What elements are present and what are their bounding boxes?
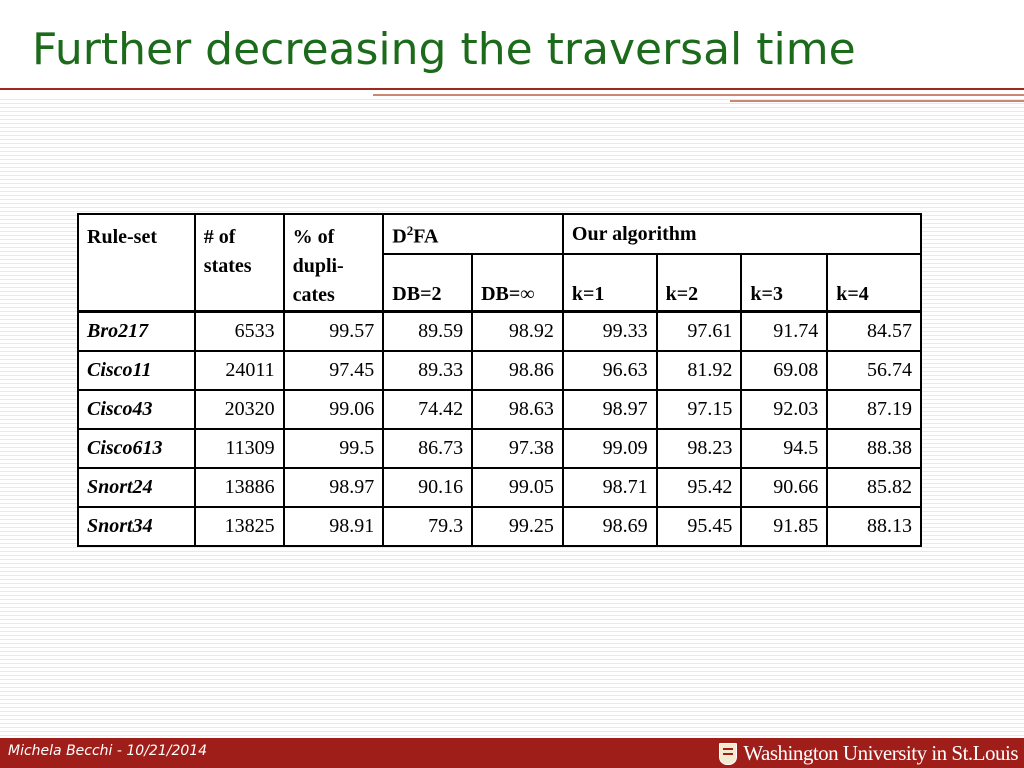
cell-k2: 98.23	[655, 428, 743, 469]
cell-states: 13825	[193, 506, 285, 547]
title-divider	[0, 88, 1024, 90]
cell-d2fa-db2: 74.42	[382, 389, 474, 430]
cell-d2fa-dbinf: 99.25	[471, 506, 564, 547]
table-row: Snort34 13825 98.91 79.3 99.25 98.69 95.…	[77, 506, 922, 547]
cell-states: 13886	[193, 467, 285, 508]
crest-icon	[719, 742, 738, 765]
cell-d2fa-db2: 89.33	[382, 350, 474, 391]
cell-d2fa-dbinf: 98.63	[471, 389, 564, 430]
cell-k4: 56.74	[826, 350, 922, 391]
cell-d2fa-dbinf: 98.92	[471, 310, 564, 352]
table-row: Cisco11 24011 97.45 89.33 98.86 96.63 81…	[77, 350, 922, 391]
subheader-k4: k=4	[826, 252, 922, 313]
cell-k2: 95.45	[655, 506, 743, 547]
cell-d2fa-db2: 90.16	[382, 467, 474, 508]
cell-k1: 98.69	[561, 506, 658, 547]
cell-k3: 94.5	[740, 428, 829, 469]
table-subheader-row: DB=2 DB=∞ k=1 k=2 k=3 k=4	[78, 252, 922, 313]
header-our-algorithm: Our algorithm	[561, 213, 923, 255]
cell-states: 11309	[193, 428, 285, 469]
subheader-db-infinity: DB=∞	[471, 252, 564, 313]
table-row: Cisco43 20320 99.06 74.42 98.63 98.97 97…	[77, 389, 922, 430]
header-d2fa: D2FA	[382, 213, 564, 255]
cell-k1: 99.09	[561, 428, 658, 469]
row-label: Bro217	[77, 310, 196, 352]
cell-duplicates: 97.45	[282, 350, 385, 391]
cell-d2fa-db2: 89.59	[382, 310, 474, 352]
title-divider-accent-short	[730, 100, 1024, 102]
university-name: Washington University in St.Louis	[743, 741, 1018, 765]
cell-duplicates: 98.97	[282, 467, 385, 508]
row-label: Snort24	[77, 467, 196, 508]
table-row: Cisco613 11309 99.5 86.73 97.38 99.09 98…	[77, 428, 922, 469]
cell-duplicates: 99.06	[282, 389, 385, 430]
cell-k1: 96.63	[561, 350, 658, 391]
row-label: Snort34	[77, 506, 196, 547]
table-row: Snort24 13886 98.97 90.16 99.05 98.71 95…	[77, 467, 922, 508]
title-divider-accent	[373, 94, 1024, 96]
subheader-db2: DB=2	[382, 252, 474, 313]
row-label: Cisco613	[77, 428, 196, 469]
cell-k2: 97.61	[655, 310, 743, 352]
cell-d2fa-dbinf: 99.05	[471, 467, 564, 508]
header-duplicates: % of dupli- cates	[282, 213, 385, 313]
cell-k4: 87.19	[826, 389, 922, 430]
cell-duplicates: 99.57	[282, 310, 385, 352]
cell-k3: 69.08	[740, 350, 829, 391]
header-ruleset: Rule-set	[77, 213, 196, 313]
cell-states: 6533	[193, 310, 285, 352]
cell-duplicates: 99.5	[282, 428, 385, 469]
subheader-k3: k=3	[740, 252, 829, 313]
cell-k3: 91.85	[740, 506, 829, 547]
cell-d2fa-db2: 86.73	[382, 428, 474, 469]
cell-k3: 91.74	[740, 310, 829, 352]
header-states: # of states	[193, 213, 285, 313]
slide-title: Further decreasing the traversal time	[32, 24, 856, 75]
cell-k4: 88.13	[826, 506, 922, 547]
cell-d2fa-db2: 79.3	[382, 506, 474, 547]
table-header-row: Rule-set # of states % of dupli- cates D…	[77, 213, 923, 313]
university-logo: Washington University in St.Louis	[719, 741, 1018, 766]
row-label: Cisco43	[77, 389, 196, 430]
cell-k2: 95.42	[655, 467, 743, 508]
cell-k2: 81.92	[655, 350, 743, 391]
cell-states: 24011	[193, 350, 285, 391]
subheader-k2: k=2	[655, 252, 743, 313]
row-label: Cisco11	[77, 350, 196, 391]
cell-duplicates: 98.91	[282, 506, 385, 547]
table-row: Bro217 6533 99.57 89.59 98.92 99.33 97.6…	[77, 310, 922, 352]
cell-d2fa-dbinf: 97.38	[471, 428, 564, 469]
cell-k4: 88.38	[826, 428, 922, 469]
subheader-k1: k=1	[561, 252, 658, 313]
cell-d2fa-dbinf: 98.86	[471, 350, 564, 391]
cell-k2: 97.15	[655, 389, 743, 430]
results-table: Rule-set # of states % of dupli- cates D…	[77, 213, 923, 547]
footer-bar: Michela Becchi - 10/21/2014 Washington U…	[0, 738, 1024, 768]
cell-k1: 98.97	[561, 389, 658, 430]
cell-k3: 92.03	[740, 389, 829, 430]
footer-author-date: Michela Becchi - 10/21/2014	[8, 743, 208, 759]
cell-k1: 99.33	[561, 310, 658, 352]
cell-states: 20320	[193, 389, 285, 430]
cell-k1: 98.71	[561, 467, 658, 508]
cell-k3: 90.66	[740, 467, 829, 508]
cell-k4: 84.57	[826, 310, 922, 352]
cell-k4: 85.82	[826, 467, 922, 508]
